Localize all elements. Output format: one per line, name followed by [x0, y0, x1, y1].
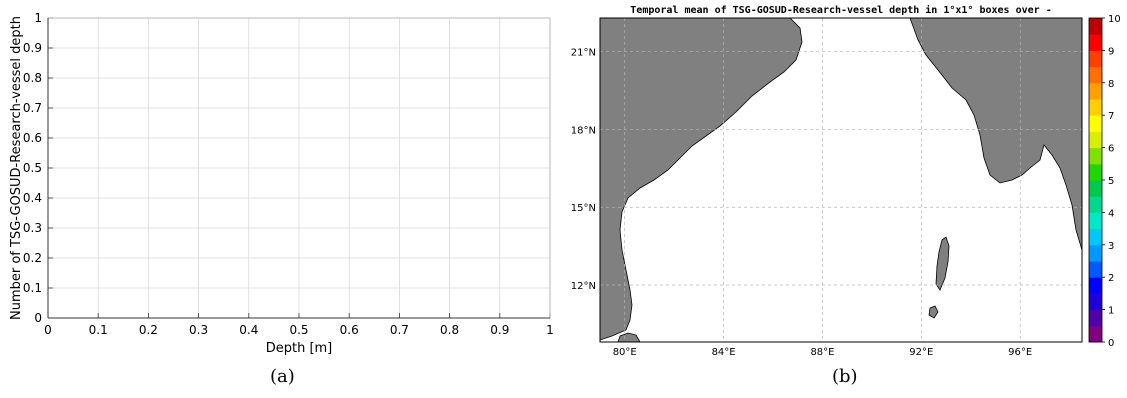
chart-b-colorbar-tick-label-9: 9	[1108, 46, 1114, 57]
chart-b-colorbar-segment-3	[1089, 277, 1102, 294]
chart-b-colorbar-segment-7	[1089, 212, 1102, 230]
chart-b-colorbar-segment-9	[1089, 180, 1102, 197]
chart-b-colorbar-segment-13	[1089, 115, 1102, 132]
chart-b-colorbar-segment-5	[1089, 244, 1102, 262]
chart-b-colorbar-frame	[1088, 17, 1103, 343]
chart-b-grid	[600, 18, 1082, 342]
chart-b-colorbar-segment-12	[1089, 131, 1102, 149]
chart-a-xtick-label-1: 0.1	[89, 323, 108, 337]
map-land-andaman-islands	[935, 236, 950, 291]
chart-b-colorbar-tick-label-3: 3	[1108, 241, 1114, 252]
map-land-nicobar-island	[928, 305, 939, 319]
caption-b: (b)	[832, 366, 858, 387]
chart-b-colorbar-tick-label-4: 4	[1108, 208, 1114, 219]
chart-b-colorbar-segment-8	[1089, 196, 1102, 213]
chart-a-ytick-label-10: 1	[34, 11, 42, 25]
chart-a-ticks: 0 0.1 0.2 0.3 0.4 0.5 0.6 0.7 0.8 0.9 1 0 0.1 0.2 0.3 0…	[23, 11, 554, 337]
chart-b-colorbar-segment-18	[1089, 34, 1102, 51]
chart-a-ytick-label-0: 0	[34, 311, 42, 325]
chart-a-xtick-label-10: 1	[546, 323, 554, 337]
chart-a-xtick-label-4: 0.4	[239, 323, 258, 337]
chart-a-ytick-label-7: 0.7	[23, 101, 42, 115]
chart-a-xtick-label-3: 0.3	[189, 323, 208, 337]
chart-b-colorbar-segment-19	[1089, 18, 1102, 35]
chart-b-colorbar-segment-14	[1089, 99, 1102, 116]
chart-b-ytick-label-3: 21°N	[571, 48, 596, 59]
chart-b-colorbar-tick-label-0: 0	[1108, 338, 1114, 349]
chart-b-colorbar	[1089, 18, 1102, 343]
chart-b-colorbar-segment-0	[1089, 325, 1102, 343]
chart-b-colorbar-segment-10	[1089, 163, 1102, 181]
chart-b-colorbar-segment-1	[1089, 309, 1102, 327]
chart-a-x-label: Depth [m]	[266, 341, 333, 356]
chart-a-xtick-label-5: 0.5	[289, 323, 308, 337]
chart-b-colorbar-ticks: 0 1 2 3 4 5 6 7 8 9 10	[1102, 14, 1121, 349]
chart-b-ytick-label-2: 18°N	[571, 125, 596, 136]
chart-b-colorbar-segment-11	[1089, 147, 1102, 165]
chart-b-colorbar-tick-label-2: 2	[1108, 273, 1114, 284]
map-land-srilanka	[617, 332, 641, 342]
chart-b-xtick-label-2: 88°E	[810, 347, 834, 358]
map-land-east	[909, 18, 1082, 251]
chart-a-ytick-label-9: 0.9	[23, 41, 42, 55]
chart-b-colorbar-tick-label-1: 1	[1108, 306, 1114, 317]
chart-a-xtick-label-8: 0.8	[440, 323, 459, 337]
caption-a: (a)	[270, 366, 295, 387]
chart-b-ytick-label-0: 12°N	[571, 281, 596, 292]
chart-a-ytick-label-8: 0.8	[23, 71, 42, 85]
chart-b: Temporal mean of TSG-GOSUD-Research-vess…	[571, 4, 1121, 358]
chart-a-ytick-label-2: 0.2	[23, 251, 42, 265]
chart-b-xtick-label-0: 80°E	[613, 347, 637, 358]
chart-b-colorbar-tick-label-5: 5	[1108, 176, 1114, 187]
chart-a-ytick-label-4: 0.4	[23, 191, 42, 205]
chart-b-colorbar-segment-4	[1089, 261, 1102, 278]
chart-b-colorbar-tick-label-8: 8	[1108, 79, 1114, 90]
chart-a-ytick-label-5: 0.5	[23, 161, 42, 175]
chart-a-xtick-label-9: 0.9	[490, 323, 509, 337]
chart-b-ytick-label-1: 15°N	[571, 203, 596, 214]
chart-b-colorbar-segment-6	[1089, 228, 1102, 246]
chart-b-ticks: 80°E 84°E 88°E 92°E 96°E 12°N 15°N 18°N 21°N	[571, 48, 1032, 358]
chart-a-y-label: Number of TSG-GOSUD-Research-vessel dept…	[9, 16, 24, 320]
chart-a: 0 0.1 0.2 0.3 0.4 0.5 0.6 0.7 0.8 0.9 1 0 0.1 0.2 0.3 0…	[9, 11, 554, 356]
chart-b-title: Temporal mean of TSG-GOSUD-Research-vess…	[630, 4, 1051, 16]
chart-a-ytick-label-1: 0.1	[23, 281, 42, 295]
chart-a-ytick-label-6: 0.6	[23, 131, 42, 145]
chart-b-xtick-label-1: 84°E	[712, 347, 736, 358]
chart-b-colorbar-tick-label-7: 7	[1108, 111, 1114, 122]
chart-a-xtick-label-0: 0	[44, 323, 52, 337]
chart-a-xtick-label-7: 0.7	[390, 323, 409, 337]
chart-b-colorbar-segment-15	[1089, 82, 1102, 100]
chart-b-colorbar-tick-label-6: 6	[1108, 144, 1114, 155]
chart-b-colorbar-segment-2	[1089, 293, 1102, 311]
chart-a-xtick-label-2: 0.2	[139, 323, 158, 337]
chart-a-ytick-label-3: 0.3	[23, 221, 42, 235]
chart-a-xtick-label-6: 0.6	[340, 323, 359, 337]
chart-b-xtick-label-3: 92°E	[909, 347, 933, 358]
chart-b-xtick-label-4: 96°E	[1008, 347, 1032, 358]
chart-b-frame	[599, 17, 1083, 343]
chart-b-colorbar-tick-label-10: 10	[1108, 14, 1121, 25]
chart-b-colorbar-segment-16	[1089, 66, 1102, 84]
map-land-india	[600, 18, 803, 341]
chart-b-colorbar-segment-17	[1089, 50, 1102, 68]
